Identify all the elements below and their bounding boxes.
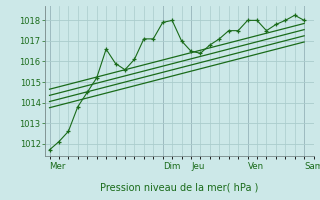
Text: Ven: Ven: [248, 162, 264, 171]
Text: Dim: Dim: [163, 162, 180, 171]
X-axis label: Pression niveau de la mer( hPa ): Pression niveau de la mer( hPa ): [100, 183, 258, 193]
Text: Jeu: Jeu: [191, 162, 204, 171]
Text: Mer: Mer: [50, 162, 66, 171]
Text: Sam: Sam: [304, 162, 320, 171]
